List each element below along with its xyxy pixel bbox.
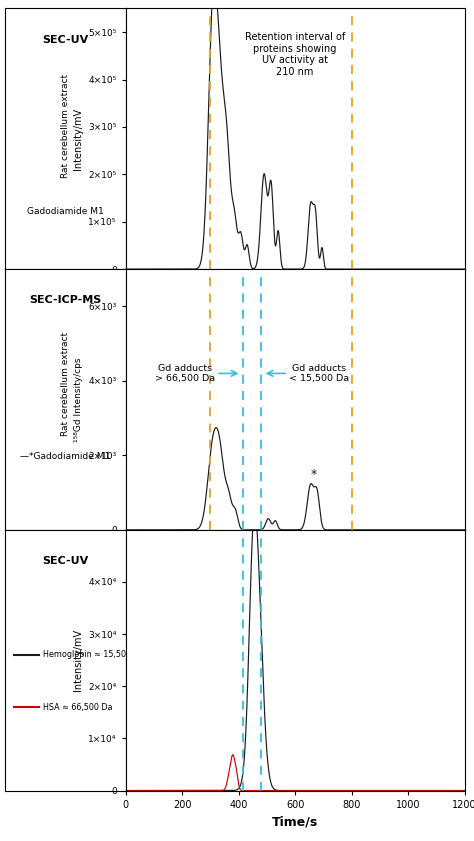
Text: Gadodiamide M1: Gadodiamide M1 [27, 207, 104, 216]
Text: Rat cerebellum extract: Rat cerebellum extract [61, 74, 70, 177]
Text: Retention interval of
proteins showing
UV activity at
210 nm: Retention interval of proteins showing U… [245, 32, 345, 77]
Text: Gd adducts
< 15,500 Da: Gd adducts < 15,500 Da [290, 363, 350, 383]
X-axis label: Time/s: Time/s [272, 815, 318, 828]
Text: SEC-ICP-MS: SEC-ICP-MS [29, 295, 101, 305]
Y-axis label: Intensity/mV: Intensity/mV [73, 108, 83, 170]
Y-axis label: ¹⁵⁸Gd Intensity/cps: ¹⁵⁸Gd Intensity/cps [74, 357, 83, 442]
Text: SEC-UV: SEC-UV [42, 34, 88, 45]
Text: Hemoglobin ≈ 15,500 Da: Hemoglobin ≈ 15,500 Da [44, 650, 145, 659]
Text: HSA ≈ 66,500 Da: HSA ≈ 66,500 Da [44, 702, 113, 711]
Text: Rat cerebellum extract: Rat cerebellum extract [61, 331, 70, 436]
Text: *: * [310, 468, 317, 481]
Y-axis label: Intensity/mV: Intensity/mV [73, 629, 83, 691]
Text: —*Gadodiamide M1: —*Gadodiamide M1 [20, 452, 110, 462]
Text: Gd adducts
> 66,500 Da: Gd adducts > 66,500 Da [155, 363, 215, 383]
Text: SEC-UV: SEC-UV [42, 556, 88, 566]
